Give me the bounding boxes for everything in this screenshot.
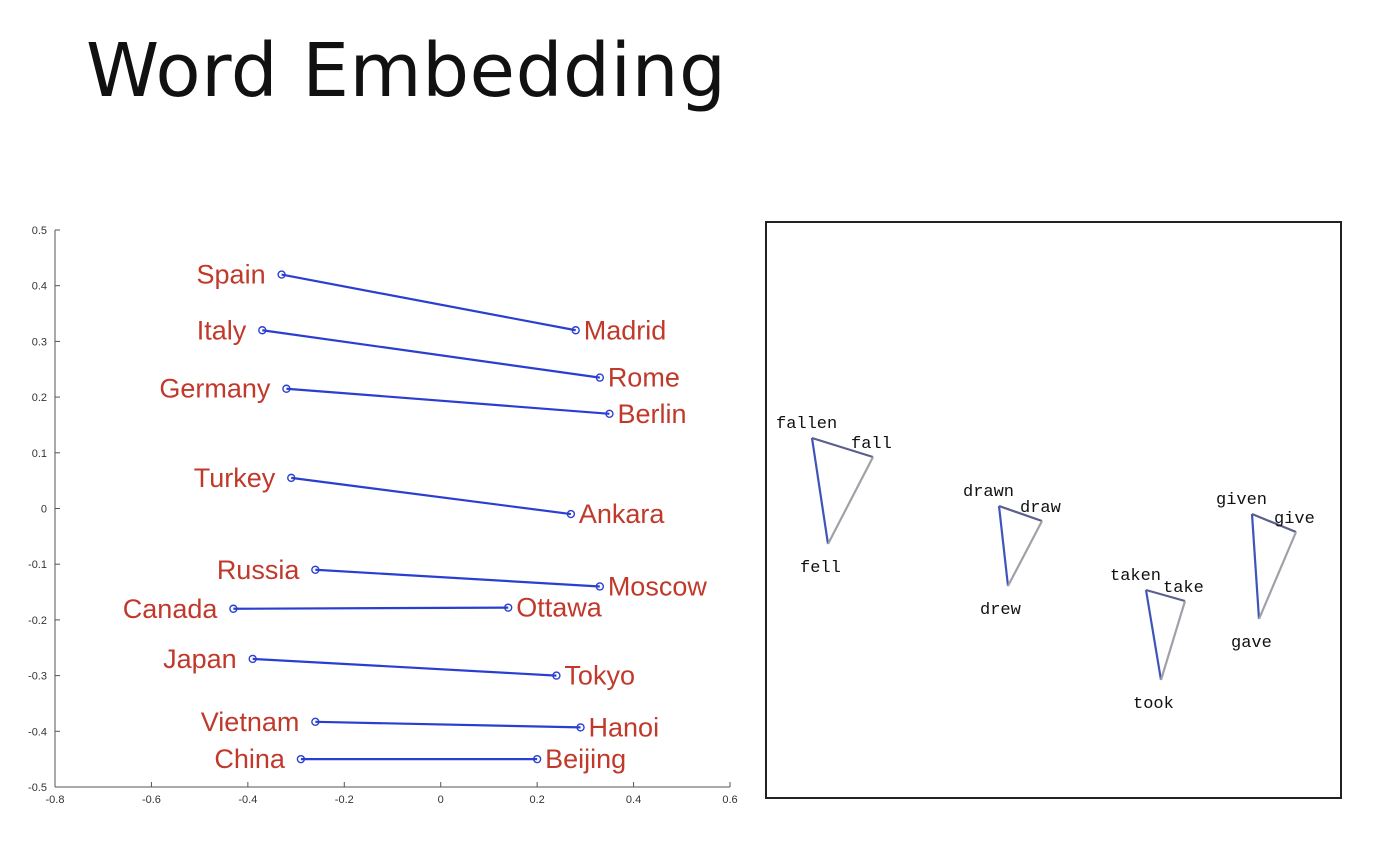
past-participle-label: drawn <box>963 483 1014 502</box>
country-point <box>258 326 267 335</box>
base-form-label: give <box>1274 510 1315 529</box>
capital-point <box>571 326 580 335</box>
participle-base-edge <box>811 436 874 459</box>
past-participle-label: taken <box>1110 567 1161 586</box>
capital-label: Moscow <box>608 571 708 601</box>
capital-point <box>566 509 576 519</box>
x-tick-label: 0.6 <box>722 794 737 806</box>
base-past-edge <box>1159 600 1187 681</box>
country-point <box>287 473 296 483</box>
participle-past-edge <box>1144 589 1163 681</box>
y-tick-label: -0.1 <box>28 559 47 571</box>
country-label: Canada <box>123 594 219 624</box>
country-label: Spain <box>197 260 266 290</box>
capital-point <box>576 723 585 732</box>
pair-line <box>233 606 509 610</box>
country-point <box>311 565 320 574</box>
x-tick-label: -0.2 <box>335 794 354 806</box>
x-tick-label: 0.4 <box>626 794 641 806</box>
capital-label: Berlin <box>617 399 686 429</box>
country-label: Vietnam <box>201 707 300 737</box>
pair-line <box>281 273 576 332</box>
country-label: Japan <box>163 644 237 674</box>
capital-label: Tokyo <box>564 661 635 691</box>
past-tense-label: took <box>1133 695 1174 714</box>
past-participle-label: given <box>1216 491 1267 510</box>
participle-past-edge <box>1250 513 1261 620</box>
y-tick-label: -0.5 <box>28 782 47 794</box>
participle-base-edge <box>1251 512 1297 534</box>
pair-line <box>262 329 600 379</box>
country-point <box>282 384 291 393</box>
base-form-label: fall <box>851 435 892 454</box>
capital-point <box>532 754 542 764</box>
country-point <box>296 754 306 764</box>
pair-line <box>286 387 610 415</box>
past-tense-label: fell <box>800 559 841 578</box>
x-tick-label: 0.2 <box>529 794 544 806</box>
y-tick-label: -0.4 <box>28 726 47 738</box>
country-label: Turkey <box>194 463 276 493</box>
country-label: Germany <box>159 374 271 404</box>
y-tick-label: 0.1 <box>32 448 47 460</box>
country-point <box>248 654 257 664</box>
country-label: Italy <box>197 315 247 345</box>
y-tick-label: 0 <box>41 504 47 516</box>
base-past-edge <box>1257 531 1298 620</box>
y-tick-label: 0.4 <box>32 281 47 293</box>
x-tick-label: -0.4 <box>238 794 257 806</box>
participle-base-edge <box>998 504 1043 523</box>
capital-point <box>552 671 561 680</box>
y-tick-label: 0.5 <box>32 225 47 237</box>
country-label: Russia <box>217 555 301 585</box>
country-point <box>277 270 286 279</box>
participle-base-edge <box>1145 588 1186 603</box>
pair-line <box>315 568 600 588</box>
y-tick-label: -0.3 <box>28 671 47 683</box>
capital-point <box>595 373 605 382</box>
x-tick-label: -0.8 <box>46 794 65 806</box>
base-past-edge <box>827 456 874 545</box>
country-point <box>311 717 320 727</box>
capital-label: Rome <box>608 363 680 393</box>
capital-label: Ankara <box>579 499 666 529</box>
base-form-label: draw <box>1020 499 1062 518</box>
capital-point <box>605 409 614 419</box>
participle-past-edge <box>997 505 1010 587</box>
capital-point <box>595 582 605 591</box>
capital-label: Hanoi <box>589 712 660 742</box>
pair-line <box>252 657 557 677</box>
x-tick-label: -0.6 <box>142 794 161 806</box>
past-participle-label: fallen <box>776 415 837 434</box>
y-tick-label: 0.3 <box>32 336 47 348</box>
capital-label: Ottawa <box>516 593 603 623</box>
plot-frame <box>765 221 1342 799</box>
country-point <box>229 604 238 613</box>
country-capital-chart: 0.5 0.4 0.3 0.2 0.1 0 -0.1 -0.2 -0.3 -0.4 -0.5-0.8… <box>28 225 738 806</box>
y-tick-label: -0.2 <box>28 615 47 627</box>
past-tense-label: drew <box>980 601 1022 620</box>
pair-line <box>315 720 581 729</box>
participle-past-edge <box>810 437 830 545</box>
y-tick-label: 0.2 <box>32 392 47 404</box>
capital-label: Madrid <box>584 315 667 345</box>
pair-line <box>291 476 572 516</box>
capital-label: Beijing <box>545 744 626 774</box>
x-tick-label: 0 <box>438 794 444 806</box>
slide-title: Word Embedding <box>86 28 727 114</box>
country-label: China <box>214 744 286 774</box>
past-tense-label: gave <box>1231 634 1272 653</box>
base-past-edge <box>1007 520 1043 587</box>
base-form-label: take <box>1163 579 1204 598</box>
capital-point <box>504 603 513 612</box>
